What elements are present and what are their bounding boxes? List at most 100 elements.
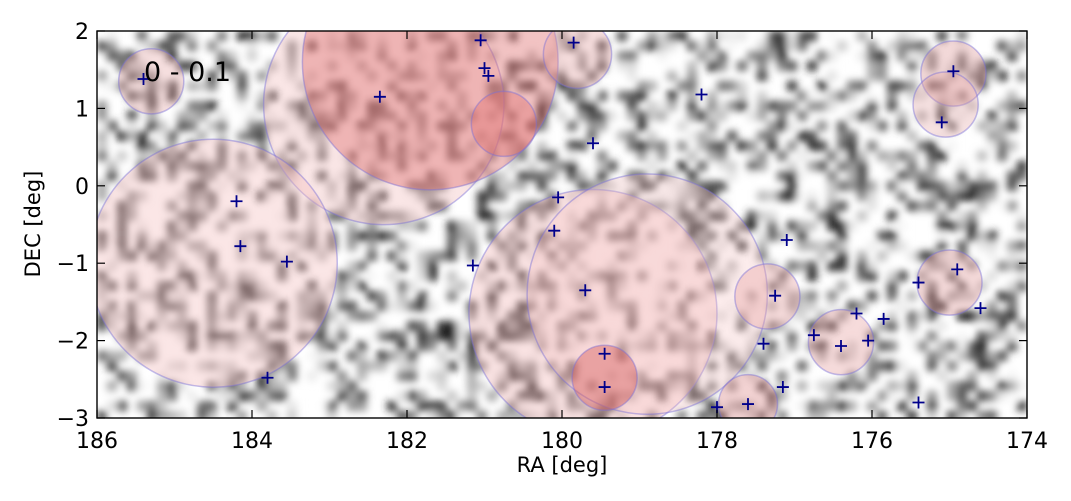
density-cell: [117, 51, 127, 61]
density-cell: [687, 111, 697, 121]
y-tick-label: −3: [57, 407, 89, 432]
density-cell: [527, 121, 537, 131]
density-cell: [667, 41, 677, 51]
density-cell: [1017, 211, 1027, 221]
density-cell: [477, 161, 487, 171]
density-cell: [837, 91, 847, 101]
density-cell: [737, 61, 747, 71]
density-cell: [347, 271, 357, 281]
density-cell: [1007, 51, 1017, 61]
density-cell: [577, 171, 587, 181]
density-cell: [927, 361, 937, 371]
density-cell: [137, 31, 147, 41]
density-cell: [447, 121, 457, 131]
density-cell: [417, 61, 427, 71]
density-cell: [687, 351, 697, 361]
density-cell: [987, 71, 997, 81]
density-cell: [787, 41, 797, 51]
density-cell: [517, 281, 527, 291]
density-cell: [257, 151, 267, 161]
density-cell: [407, 351, 417, 361]
source-marker: [137, 72, 150, 85]
plot-area: [97, 31, 1027, 418]
source-marker: [579, 284, 592, 297]
density-cell: [777, 351, 787, 361]
density-cell: [97, 301, 107, 311]
density-cell: [657, 191, 667, 201]
density-cell: [997, 71, 1007, 81]
density-cell: [977, 311, 987, 321]
density-cell: [307, 111, 317, 121]
density-cell: [417, 271, 427, 281]
density-cell: [157, 371, 167, 381]
density-cell: [837, 131, 847, 141]
density-cell: [937, 131, 947, 141]
density-cell: [137, 381, 147, 391]
density-cell: [337, 81, 347, 91]
density-cell: [967, 191, 977, 201]
density-cell: [597, 41, 607, 51]
density-cell: [827, 181, 837, 191]
density-cell: [107, 121, 117, 131]
density-cell: [867, 51, 877, 61]
density-cell: [367, 101, 377, 111]
y-tick-label: −2: [57, 330, 89, 355]
density-cell: [467, 311, 477, 321]
density-cell: [457, 321, 467, 331]
density-cell: [147, 121, 157, 131]
density-cell: [387, 351, 397, 361]
density-cell: [757, 411, 767, 418]
density-cell: [237, 281, 247, 291]
density-cell: [367, 271, 377, 281]
density-cell: [677, 301, 687, 311]
density-cell: [347, 231, 357, 241]
density-cell: [777, 101, 787, 111]
density-cell: [617, 201, 627, 211]
density-cell: [337, 301, 347, 311]
density-cell: [707, 191, 717, 201]
density-cell: [957, 291, 967, 301]
density-cell: [777, 171, 787, 181]
density-cell: [807, 301, 817, 311]
density-cell: [1007, 261, 1017, 271]
density-cell: [907, 341, 917, 351]
density-cell: [777, 191, 787, 201]
density-cell: [287, 101, 297, 111]
density-cell: [377, 231, 387, 241]
density-cell: [277, 161, 287, 171]
density-cell: [217, 331, 227, 341]
density-cell: [467, 351, 477, 361]
density-cell: [387, 401, 397, 411]
density-cell: [137, 351, 147, 361]
source-marker: [780, 233, 793, 246]
density-cell: [597, 181, 607, 191]
density-cell: [237, 161, 247, 171]
density-cell: [467, 401, 477, 411]
density-cell: [867, 391, 877, 401]
density-cell: [997, 261, 1007, 271]
density-cell: [137, 401, 147, 411]
cluster-circle: [470, 90, 538, 158]
density-cell: [97, 111, 107, 121]
density-cell: [177, 161, 187, 171]
density-cell: [987, 301, 997, 311]
density-cell: [637, 331, 647, 341]
density-cell: [547, 151, 557, 161]
density-cell: [807, 161, 817, 171]
density-cell: [737, 361, 747, 371]
density-cell: [857, 371, 867, 381]
density-cell: [947, 381, 957, 391]
density-cell: [147, 401, 157, 411]
density-cell: [627, 131, 637, 141]
density-cell: [307, 311, 317, 321]
density-cell: [697, 391, 707, 401]
density-cell: [707, 131, 717, 141]
density-cell: [877, 151, 887, 161]
density-cell: [547, 51, 557, 61]
density-cell: [637, 211, 647, 221]
density-cell: [937, 341, 947, 351]
density-cell: [187, 191, 197, 201]
density-cell: [727, 81, 737, 91]
density-cell: [997, 101, 1007, 111]
density-cell: [227, 301, 237, 311]
